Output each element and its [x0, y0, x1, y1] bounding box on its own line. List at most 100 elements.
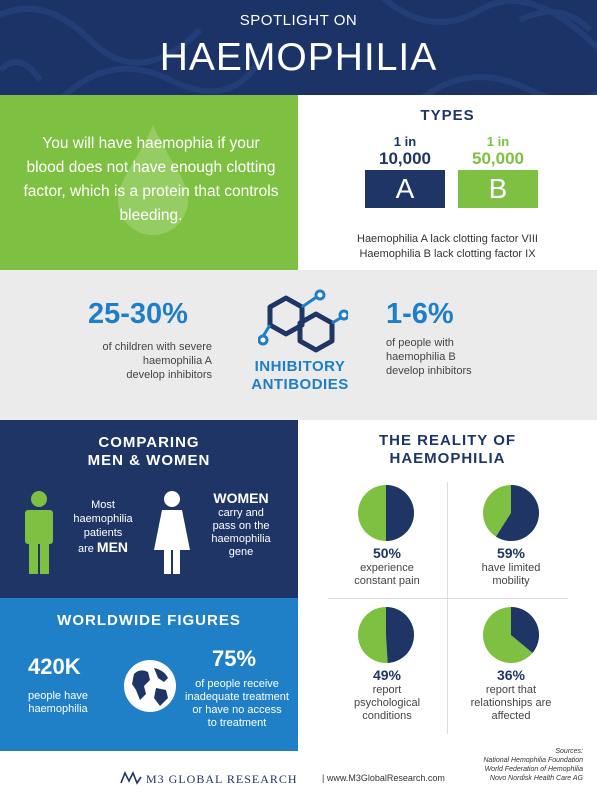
sources: Sources: National Hemophilia Foundation …: [483, 747, 583, 783]
worldwide-count-desc: people have haemophilia: [18, 690, 98, 716]
treatment-desc-1: of people receive: [195, 678, 279, 690]
m3-logo-icon: [120, 771, 142, 785]
pie-pain: [358, 485, 414, 541]
header-pattern: [0, 0, 597, 95]
inhibitor-a-desc-1: of children with severe: [102, 341, 212, 353]
man-icon: [25, 491, 53, 574]
relationships-desc-3: affected: [491, 710, 531, 722]
women-text: WOMEN carry and pass on the haemophilia …: [196, 490, 286, 559]
type-a-box: A: [365, 170, 445, 208]
pain-desc: experience constant pain: [332, 562, 442, 588]
source-3: Novo Nordisk Health Care AG: [489, 775, 583, 782]
treatment-desc-4: to treatment: [207, 717, 267, 729]
types-description: Haemophilia A lack clotting factor VIII …: [298, 232, 597, 262]
molecule-icon: [258, 289, 348, 353]
treatment-pct: 75%: [212, 646, 257, 671]
type-b-in: 1 in: [486, 134, 510, 149]
type-b-desc: Haemophilia B lack clotting factor IX: [359, 248, 536, 260]
inhibitor-a-desc: of children with severe haemophilia A de…: [80, 340, 212, 382]
header-banner: SPOTLIGHT ON HAEMOPHILIA: [0, 0, 597, 95]
type-a-desc: Haemophilia A lack clotting factor VIII: [357, 233, 538, 245]
treatment-desc-3: or have no access: [192, 704, 282, 716]
inhibitors-panel: 25-30% of children with severe haemophil…: [0, 270, 597, 420]
type-a: 1 in 10,000 A: [365, 135, 445, 208]
psychological-pct: 49%: [372, 667, 402, 683]
men-text-1: Most: [91, 499, 115, 511]
women-text-1: carry and: [218, 507, 264, 519]
grid-divider-horizontal: [328, 598, 568, 599]
relationships-desc: report that relationships are affected: [456, 684, 566, 723]
mobility-desc: have limited mobility: [456, 562, 566, 588]
relationships-desc-1: report that: [485, 684, 537, 696]
pain-desc-1: experience: [360, 562, 414, 574]
treatment-desc: of people receive inadequate treatment o…: [182, 678, 292, 730]
relationships-desc-2: relationships are: [470, 697, 552, 709]
reality-title: THE REALITY OF HAEMOPHILIA: [298, 432, 597, 468]
type-a-in: 1 in: [393, 134, 417, 149]
type-a-ratio: 10,000: [379, 149, 431, 168]
footer-url[interactable]: | www.M3GlobalResearch.com: [322, 773, 445, 783]
pie-mobility-slice: [495, 485, 539, 541]
women-text-2: pass on the: [212, 520, 270, 532]
worldwide-count: 420K: [28, 654, 81, 679]
footer: M3 GLOBAL RESEARCH | www.M3GlobalResearc…: [0, 748, 597, 807]
types-panel: TYPES 1 in 10,000 A 1 in 50,000 B Haemop…: [298, 95, 597, 270]
psychological-desc-2: psychological: [353, 697, 421, 709]
pain-pct: 50%: [372, 545, 402, 561]
worldwide-title: WORLDWIDE FIGURES: [57, 612, 241, 629]
mobility-pct: 59%: [496, 545, 526, 561]
header-subtitle: SPOTLIGHT ON: [239, 12, 358, 29]
inhibitory-label-2: ANTIBODIES: [251, 376, 349, 393]
women-heading: WOMEN: [213, 490, 269, 506]
men-text-3: patients: [83, 527, 123, 539]
grid-divider-vertical: [447, 482, 448, 734]
source-1: National Hemophilia Foundation: [483, 757, 583, 764]
psychological-desc: report psychological conditions: [332, 684, 442, 723]
treatment-desc-2: inadequate treatment: [185, 691, 289, 703]
comparing-title: COMPARING MEN & WOMEN: [0, 434, 298, 470]
psychological-desc-3: conditions: [362, 710, 412, 722]
reality-title-2: HAEMOPHILIA: [389, 450, 506, 467]
inhibitor-b-desc: of people with haemophilia B develop inh…: [386, 336, 526, 378]
pie-mobility: [483, 485, 539, 541]
reality-title-1: THE REALITY OF: [378, 432, 517, 449]
type-b: 1 in 50,000 B: [458, 135, 538, 208]
worldwide-count-desc-2: haemophilia: [28, 703, 88, 715]
men-text-4: are MEN: [60, 540, 146, 556]
comparing-panel: COMPARING MEN & WOMEN Most haemophilia p…: [0, 420, 298, 598]
globe-icon: [124, 660, 176, 712]
inhibitor-b-desc-3: develop inhibitors: [386, 365, 472, 377]
pain-desc-2: constant pain: [354, 575, 420, 587]
worldwide-panel: WORLDWIDE FIGURES 420K people have haemo…: [0, 598, 298, 751]
men-text-2: haemophilia: [73, 513, 133, 525]
men-text-4a: are: [77, 543, 97, 555]
mobility-desc-2: mobility: [492, 575, 530, 587]
pie-relationships: [483, 607, 539, 663]
men-text: Most haemophilia patients are MEN: [60, 498, 146, 556]
inhibitory-label-1: INHIBITORY: [254, 358, 346, 375]
type-b-box: B: [458, 170, 538, 208]
sources-heading: Sources:: [555, 748, 583, 755]
type-b-ratio: 50,000: [472, 149, 524, 168]
men-emphasis: MEN: [96, 539, 129, 555]
comparing-title-2: MEN & WOMEN: [87, 452, 211, 469]
worldwide-count-desc-1: people have: [28, 690, 88, 702]
inhibitor-b-desc-2: haemophilia B: [386, 351, 456, 363]
inhibitor-b-desc-1: of people with: [386, 337, 454, 349]
inhibitor-a-pct: 25-30%: [88, 298, 188, 330]
relationships-pct: 36%: [496, 667, 526, 683]
types-title: TYPES: [420, 107, 475, 124]
intro-panel: You will have haemophia if your blood do…: [0, 95, 298, 270]
pie-psychological-slice: [386, 607, 414, 663]
blood-drop-icon: [118, 125, 188, 235]
women-text-4: gene: [228, 546, 254, 558]
inhibitory-antibodies-label: INHIBITORY ANTIBODIES: [230, 358, 370, 394]
page-title: HAEMOPHILIA: [159, 36, 438, 79]
pie-psychological: [358, 607, 414, 663]
intro-text: You will have haemophia if your blood do…: [23, 135, 279, 224]
inhibitor-a-desc-2: haemophilia A: [142, 355, 212, 367]
inhibitor-a-desc-3: develop inhibitors: [126, 369, 212, 381]
psychological-desc-1: report: [372, 684, 402, 696]
reality-panel: THE REALITY OF HAEMOPHILIA 50% experienc…: [298, 420, 597, 751]
women-text-3: haemophilia: [211, 533, 271, 545]
